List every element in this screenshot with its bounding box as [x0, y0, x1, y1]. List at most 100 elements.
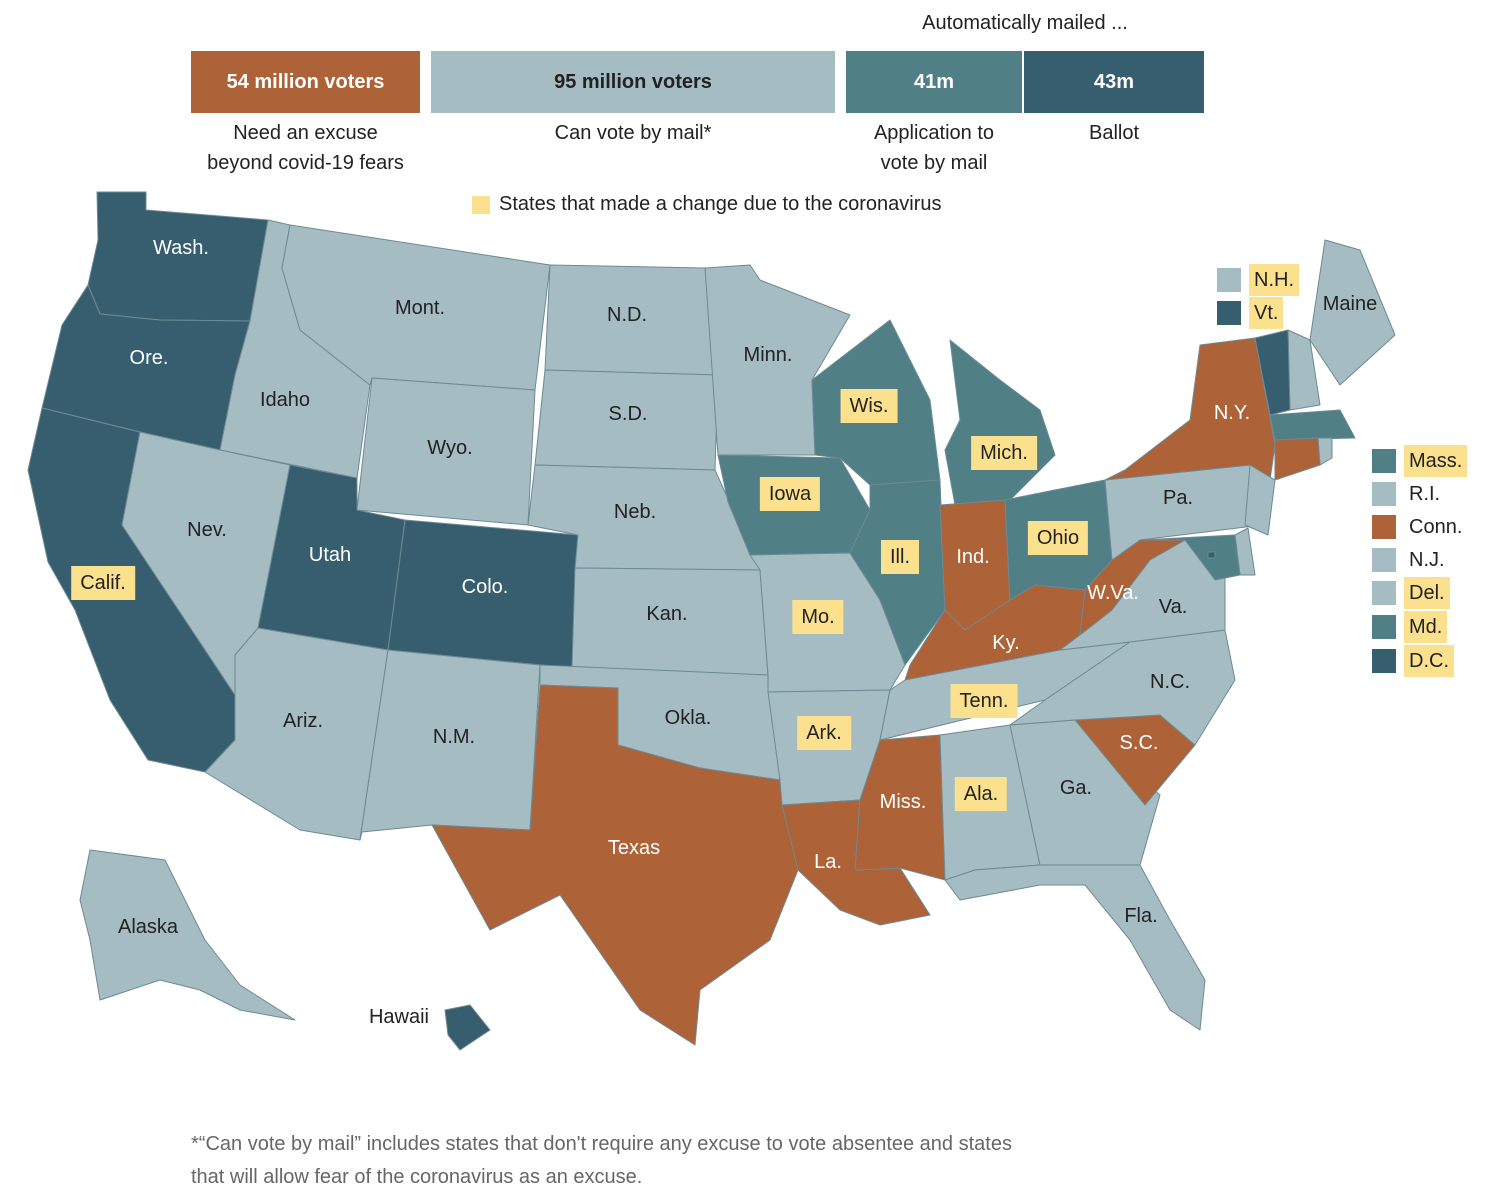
state-shape-conn — [1274, 437, 1321, 481]
legend-item-vt: Vt. — [1217, 297, 1284, 329]
state-label-nd: N.D. — [607, 304, 647, 326]
state-label-mich: Mich. — [971, 436, 1037, 470]
state-label-miss: Miss. — [879, 791, 927, 813]
state-label-hawaii: Hawaii — [368, 1006, 430, 1028]
caption-line: Can vote by mail* — [554, 122, 712, 144]
legend-swatch — [1372, 548, 1396, 572]
bar-ballot: 43m — [1024, 51, 1204, 113]
state-label-neb: Neb. — [613, 501, 657, 523]
bar-mail: 95 million voters — [431, 51, 835, 113]
state-label-wis: Wis. — [840, 389, 898, 423]
state-shape-dc — [1207, 551, 1216, 559]
state-label-sd: S.D. — [608, 403, 648, 425]
legend-label: Mass. — [1404, 445, 1468, 477]
legend-item-md: Md. — [1372, 611, 1448, 643]
caption-line: Need an excuse — [233, 122, 378, 144]
legend-swatch — [1372, 581, 1396, 605]
legend-swatch — [1372, 482, 1396, 506]
bar-ballot-value: 43m — [1093, 70, 1135, 93]
bar-ballot-caption: Ballot — [1024, 118, 1204, 148]
legend-label: D.C. — [1404, 645, 1454, 677]
legend-item-nj: N.J. — [1372, 544, 1450, 576]
state-shape-mass — [1269, 409, 1356, 441]
bar-excuse: 54 million voters — [191, 51, 420, 113]
state-label-ind: Ind. — [956, 546, 990, 568]
change-swatch — [472, 195, 490, 214]
state-label-ohio: Ohio — [1027, 521, 1089, 555]
state-label-colo: Colo. — [461, 576, 509, 598]
caption-line: Ballot — [1088, 122, 1140, 144]
state-label-ark: Ark. — [797, 716, 851, 750]
legend-item-nh: N.H. — [1217, 264, 1299, 296]
bar-excuse-caption: Need an excuse beyond covid-19 fears — [181, 118, 430, 178]
legend-swatch — [1372, 515, 1396, 539]
legend-label: Del. — [1404, 577, 1450, 609]
legend-swatch — [1372, 615, 1396, 639]
state-label-ore: Ore. — [129, 347, 169, 369]
state-shape-vt — [1254, 329, 1291, 416]
legend-item-ri: R.I. — [1372, 478, 1445, 510]
automatically-mailed-title: Automatically mailed ... — [922, 12, 1128, 34]
state-shape-nj — [1244, 464, 1276, 536]
state-shape-texas — [431, 684, 799, 1046]
legend-label: Vt. — [1249, 297, 1284, 329]
state-label-calif: Calif. — [71, 566, 135, 600]
state-label-va: Va. — [1158, 596, 1188, 618]
legend-item-conn: Conn. — [1372, 511, 1467, 543]
state-label-ny: N.Y. — [1213, 402, 1251, 424]
bar-application-caption: Application to vote by mail — [836, 118, 1032, 178]
state-label-la: La. — [814, 851, 842, 873]
state-label-mo: Mo. — [792, 600, 844, 634]
legend-label: R.I. — [1409, 483, 1441, 505]
caption-line: beyond covid-19 fears — [207, 152, 404, 174]
state-shape-md — [1139, 534, 1241, 581]
change-legend: States that made a change due to the cor… — [472, 193, 942, 216]
footnote-line: that will allow fear of the coronavirus … — [191, 1166, 643, 1188]
state-shape-mich — [944, 339, 1056, 506]
state-label-nc: N.C. — [1150, 671, 1190, 693]
state-shape-maine — [1309, 239, 1396, 386]
footnote: *“Can vote by mail” includes states that… — [191, 1128, 1191, 1194]
state-label-maine: Maine — [1322, 293, 1378, 315]
footnote-line: *“Can vote by mail” includes states that… — [191, 1133, 1012, 1155]
state-label-alaska: Alaska — [117, 916, 179, 938]
state-label-texas: Texas — [607, 837, 661, 859]
state-label-ill: Ill. — [881, 540, 919, 574]
state-label-fla: Fla. — [1124, 905, 1158, 927]
state-label-mont: Mont. — [394, 297, 446, 319]
state-label-kan: Kan. — [646, 603, 688, 625]
state-label-sc: S.C. — [1119, 732, 1159, 754]
state-label-nm: N.M. — [432, 726, 476, 748]
legend-item-dc: D.C. — [1372, 645, 1454, 677]
legend-label: N.J. — [1409, 549, 1445, 571]
state-label-ky: Ky. — [992, 632, 1020, 654]
legend-swatch — [1372, 649, 1396, 673]
legend-label: Conn. — [1409, 516, 1463, 538]
state-label-iowa: Iowa — [759, 477, 821, 511]
caption-line: vote by mail — [880, 152, 988, 174]
state-label-wash: Wash. — [153, 237, 209, 259]
legend-swatch — [1217, 301, 1241, 325]
caption-line: Application to — [873, 122, 995, 144]
state-shape-hawaii — [444, 1004, 491, 1051]
bar-mail-value: 95 million voters — [554, 70, 712, 93]
legend-swatch — [1217, 268, 1241, 292]
state-label-minn: Minn. — [743, 344, 793, 366]
change-legend-label: States that made a change due to the cor… — [499, 193, 942, 215]
state-shape-alaska — [79, 849, 296, 1021]
legend-item-mass: Mass. — [1372, 445, 1468, 477]
state-label-ariz: Ariz. — [283, 710, 323, 732]
state-shape-fla — [944, 864, 1206, 1031]
state-label-okla: Okla. — [664, 707, 712, 729]
state-label-ala: Ala. — [954, 777, 1008, 811]
bar-application-value: 41m — [913, 70, 955, 93]
bar-mail-caption: Can vote by mail* — [431, 118, 835, 148]
us-map — [27, 191, 1396, 1051]
legend-label: N.H. — [1249, 264, 1299, 296]
state-label-tenn: Tenn. — [950, 684, 1018, 718]
state-label-idaho: Idaho — [259, 389, 311, 411]
state-label-wva: W.Va. — [1087, 582, 1139, 604]
state-label-ga: Ga. — [1059, 777, 1093, 799]
state-label-wyo: Wyo. — [427, 437, 473, 459]
legend-item-del: Del. — [1372, 577, 1450, 609]
